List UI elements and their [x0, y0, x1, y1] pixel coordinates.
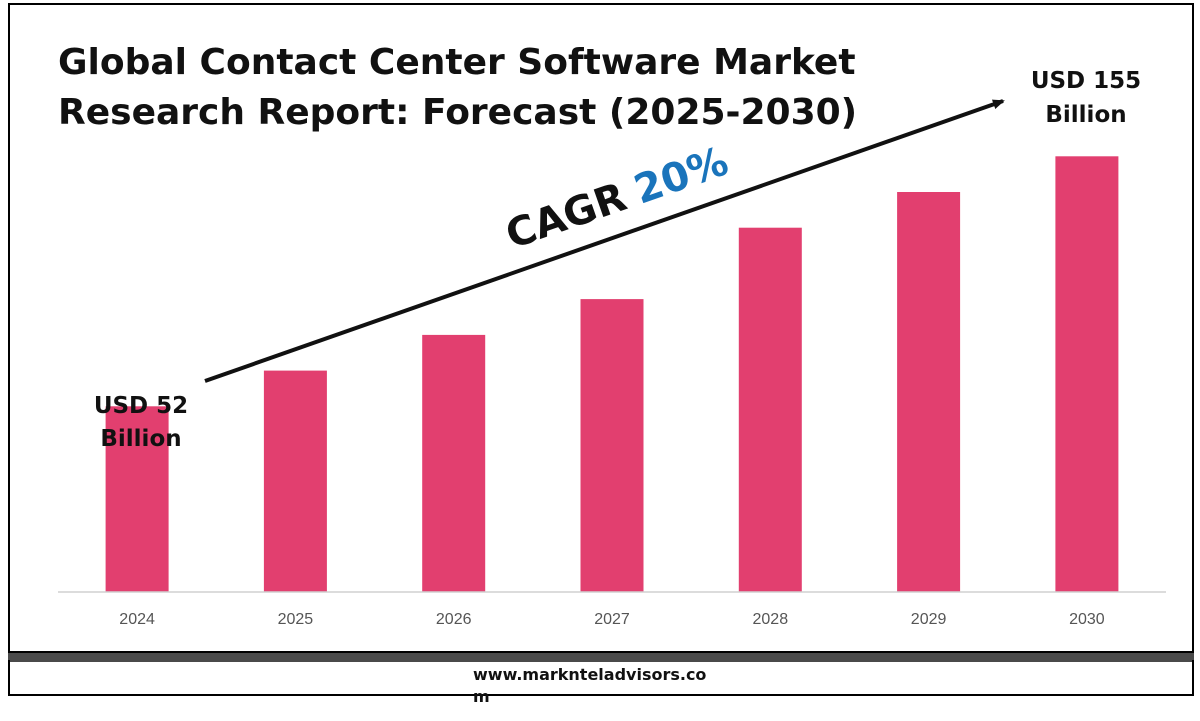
footer-divider	[8, 651, 1194, 662]
growth-trend-arrow	[204, 99, 1005, 383]
x-tick-label-2029: 2029	[911, 611, 947, 628]
chart-title-line-2: Research Report: Forecast (2025-2030)	[58, 92, 858, 133]
bar-2024	[105, 406, 169, 592]
bar-2027	[580, 299, 644, 592]
bar-2028	[738, 227, 802, 592]
x-axis-ticks: 2024 2025 2026 2027 2028 2029 2030	[119, 611, 1104, 628]
chart-title: Global Contact Center Software Market Re…	[58, 38, 858, 138]
x-tick-label-2026: 2026	[436, 611, 472, 628]
start-value-line-1: USD 52	[94, 393, 188, 419]
x-tick-label-2028: 2028	[753, 611, 789, 628]
chart-title-line-1: Global Contact Center Software Market	[58, 42, 856, 83]
bar-2025	[263, 370, 327, 592]
x-tick-label-2025: 2025	[278, 611, 314, 628]
bar-2029	[897, 192, 961, 592]
cagr-annotation: CAGR20%	[500, 138, 734, 258]
start-value-line-2: Billion	[100, 426, 181, 452]
bar-2026	[422, 334, 486, 592]
x-tick-label-2030: 2030	[1069, 611, 1105, 628]
end-value-line-2: Billion	[1045, 102, 1126, 128]
bar-2030	[1055, 156, 1119, 593]
cagr-label: CAGR	[500, 174, 632, 258]
bar-series	[105, 156, 1119, 593]
footer-box	[8, 660, 1194, 696]
x-tick-label-2024: 2024	[119, 611, 155, 628]
x-tick-label-2027: 2027	[594, 611, 630, 628]
footer-website: www.marknteladvisors.com	[473, 665, 707, 706]
end-value-line-1: USD 155	[1031, 68, 1141, 94]
